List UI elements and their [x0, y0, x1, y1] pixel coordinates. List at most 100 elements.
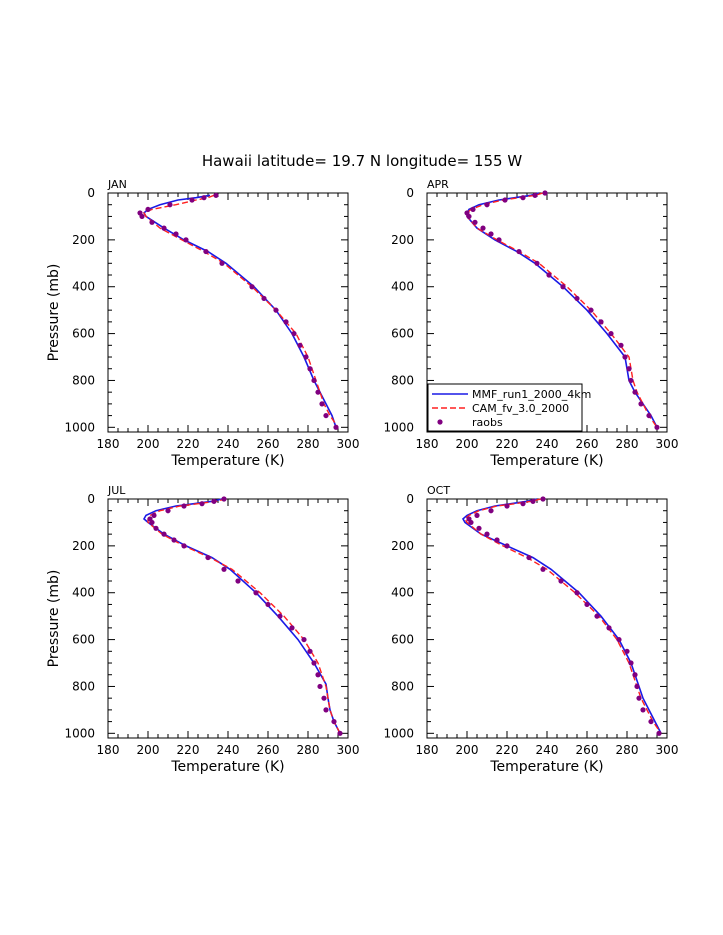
y-tick-label: 800 — [391, 373, 414, 387]
raobs-point — [656, 730, 662, 736]
raobs-point — [165, 508, 171, 514]
raobs-point — [540, 496, 546, 502]
raobs-point — [307, 648, 313, 654]
raobs-point — [149, 219, 155, 225]
x-tick-label: 180 — [97, 743, 120, 757]
raobs-point — [311, 660, 317, 666]
x-tick-label: 220 — [177, 437, 200, 451]
x-tick-label: 200 — [137, 437, 160, 451]
raobs-point — [470, 206, 476, 213]
raobs-point — [199, 501, 205, 507]
raobs-point — [594, 613, 600, 619]
raobs-point — [472, 219, 478, 225]
y-tick-label: 400 — [391, 280, 414, 294]
raobs-point — [502, 197, 508, 203]
y-tick-label: 600 — [391, 633, 414, 647]
x-tick-label: 280 — [616, 743, 639, 757]
raobs-point — [632, 389, 638, 395]
raobs-point — [626, 366, 632, 372]
raobs-point — [183, 237, 189, 243]
raobs-point — [145, 206, 151, 213]
raobs-point — [307, 366, 313, 372]
raobs-point — [606, 625, 612, 631]
raobs-point — [484, 531, 490, 537]
x-tick-label: 280 — [297, 437, 320, 451]
raobs-point — [235, 578, 241, 584]
raobs-point — [640, 707, 646, 713]
raobs-point — [526, 554, 532, 561]
x-tick-label: 180 — [416, 437, 439, 451]
y-axis-label: Pressure (mb) — [46, 264, 62, 362]
raobs-point — [624, 648, 630, 654]
y-tick-label: 200 — [391, 233, 414, 247]
raobs-point — [221, 496, 227, 502]
x-tick-label: 200 — [456, 743, 479, 757]
x-axis-label: Temperature (K) — [170, 759, 284, 775]
plot-frame — [107, 498, 349, 739]
raobs-point — [189, 197, 195, 203]
x-tick-label: 240 — [536, 437, 559, 451]
x-tick-label: 180 — [97, 437, 120, 451]
raobs-point — [139, 213, 145, 220]
raobs-point — [540, 566, 546, 572]
y-tick-label: 1000 — [383, 420, 414, 434]
raobs-point — [319, 401, 325, 407]
x-tick-label: 300 — [337, 437, 360, 451]
raobs-point — [201, 195, 207, 201]
mmf-series-line — [461, 498, 662, 734]
figure-title: Hawaii latitude= 19.7 N longitude= 155 W — [202, 152, 522, 170]
raobs-point — [584, 601, 590, 608]
y-tick-label: 800 — [391, 679, 414, 693]
raobs-point — [534, 260, 540, 266]
raobs-point — [149, 519, 155, 526]
raobs-point — [628, 377, 634, 384]
y-tick-label: 400 — [72, 586, 95, 600]
raobs-point — [211, 498, 217, 504]
x-tick-label: 300 — [656, 437, 679, 451]
raobs-point — [468, 519, 474, 526]
y-tick-label: 200 — [72, 539, 95, 553]
y-tick-label: 400 — [391, 586, 414, 600]
cam-series-line — [464, 498, 662, 734]
raobs-point — [337, 730, 343, 736]
raobs-point — [321, 695, 327, 701]
y-tick-label: 0 — [87, 186, 95, 200]
raobs-point — [181, 543, 187, 549]
raobs-point — [560, 284, 566, 290]
raobs-point — [616, 636, 622, 643]
raobs-point — [530, 498, 536, 504]
mmf-series-line — [142, 498, 341, 734]
raobs-point — [532, 192, 538, 198]
x-tick-label: 260 — [576, 437, 599, 451]
raobs-point — [303, 354, 309, 360]
raobs-point — [221, 566, 227, 572]
raobs-point — [598, 319, 604, 325]
y-tick-label: 0 — [87, 492, 95, 506]
legend-dot-icon — [437, 419, 443, 425]
x-tick-label: 280 — [616, 437, 639, 451]
x-tick-label: 220 — [496, 743, 519, 757]
raobs-point — [161, 531, 167, 537]
raobs-point — [301, 636, 307, 643]
x-tick-label: 260 — [576, 743, 599, 757]
y-tick-label: 1000 — [383, 726, 414, 740]
raobs-point — [634, 683, 640, 690]
raobs-point — [648, 718, 654, 725]
cam-series-line — [147, 498, 341, 734]
raobs-point — [476, 525, 482, 531]
raobs-point — [205, 554, 211, 561]
raobs-point — [622, 354, 628, 360]
y-tick-label: 600 — [72, 327, 95, 341]
raobs-point — [253, 590, 259, 596]
raobs-point — [474, 512, 480, 519]
raobs-point — [628, 660, 634, 666]
x-tick-label: 200 — [456, 437, 479, 451]
y-tick-label: 0 — [406, 492, 414, 506]
raobs-point — [488, 231, 494, 237]
panel-oct: 180 200 220 240 260 280 300 0 200 400 600 800 1000 OC… — [383, 484, 678, 775]
x-tick-label: 260 — [257, 437, 280, 451]
x-axis-label: Temperature (K) — [489, 453, 603, 469]
legend-label: raobs — [472, 416, 503, 429]
raobs-point — [333, 424, 339, 430]
